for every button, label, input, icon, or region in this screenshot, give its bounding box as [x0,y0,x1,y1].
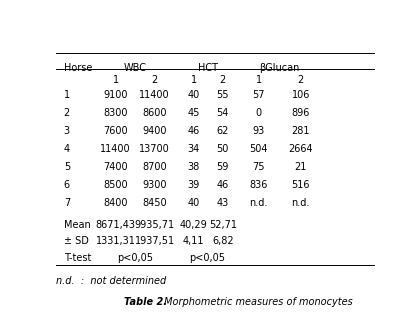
Text: 4: 4 [64,144,70,154]
Text: 1: 1 [113,75,119,85]
Text: 8500: 8500 [103,180,128,190]
Text: 3: 3 [64,126,70,136]
Text: 93: 93 [253,126,265,136]
Text: 11400: 11400 [101,144,131,154]
Text: 504: 504 [249,144,268,154]
Text: Horse: Horse [64,63,92,73]
Text: 55: 55 [217,90,229,100]
Text: 45: 45 [187,108,200,118]
Text: 46: 46 [188,126,200,136]
Text: 2: 2 [64,108,70,118]
Text: 7400: 7400 [103,162,128,172]
Text: 7: 7 [64,198,70,208]
Text: 9100: 9100 [103,90,128,100]
Text: 8300: 8300 [103,108,128,118]
Text: 43: 43 [217,198,229,208]
Text: n.d.: n.d. [292,198,310,208]
Text: 8671,43: 8671,43 [96,220,136,230]
Text: 34: 34 [188,144,200,154]
Text: n.d.: n.d. [249,198,268,208]
Text: 5: 5 [64,162,70,172]
Text: 4,11: 4,11 [183,236,204,246]
Text: 836: 836 [249,180,268,190]
Text: Mean: Mean [64,220,91,230]
Text: 8600: 8600 [142,108,167,118]
Text: 281: 281 [292,126,310,136]
Text: 62: 62 [217,126,229,136]
Text: 75: 75 [252,162,265,172]
Text: 8400: 8400 [103,198,128,208]
Text: 9300: 9300 [142,180,167,190]
Text: 50: 50 [217,144,229,154]
Text: 0: 0 [256,108,261,118]
Text: 40: 40 [188,198,200,208]
Text: 1: 1 [256,75,261,85]
Text: 46: 46 [217,180,229,190]
Text: 54: 54 [217,108,229,118]
Text: 2: 2 [152,75,158,85]
Text: 40: 40 [188,90,200,100]
Text: 1937,51: 1937,51 [134,236,175,246]
Text: 13700: 13700 [139,144,170,154]
Text: Morphometric measures of monocytes: Morphometric measures of monocytes [161,297,353,307]
Text: 52,71: 52,71 [209,220,237,230]
Text: 38: 38 [188,162,200,172]
Text: 2664: 2664 [288,144,313,154]
Text: 896: 896 [292,108,310,118]
Text: p<0,05: p<0,05 [117,252,153,263]
Text: 21: 21 [295,162,307,172]
Text: 1: 1 [191,75,197,85]
Text: p<0,05: p<0,05 [189,252,225,263]
Text: 1331,31: 1331,31 [96,236,136,246]
Text: 11400: 11400 [140,90,170,100]
Text: 8700: 8700 [142,162,167,172]
Text: HCT: HCT [198,63,217,73]
Text: ± SD: ± SD [64,236,88,246]
Text: WBC: WBC [124,63,147,73]
Text: 2: 2 [220,75,226,85]
Text: Table 2.: Table 2. [124,297,167,307]
Text: n.d.  :  not determined: n.d. : not determined [56,276,166,286]
Text: 106: 106 [292,90,310,100]
Text: 8450: 8450 [142,198,167,208]
Text: 6: 6 [64,180,70,190]
Text: 59: 59 [217,162,229,172]
Text: T-test: T-test [64,252,91,263]
Text: 40,29: 40,29 [180,220,207,230]
Text: 516: 516 [292,180,310,190]
Text: 39: 39 [188,180,200,190]
Text: 2: 2 [297,75,304,85]
Text: 57: 57 [252,90,265,100]
Text: 1: 1 [64,90,70,100]
Text: 6,82: 6,82 [212,236,234,246]
Text: βGlucan: βGlucan [259,63,300,73]
Text: 9400: 9400 [142,126,167,136]
Text: 9935,71: 9935,71 [134,220,175,230]
Text: 7600: 7600 [103,126,128,136]
